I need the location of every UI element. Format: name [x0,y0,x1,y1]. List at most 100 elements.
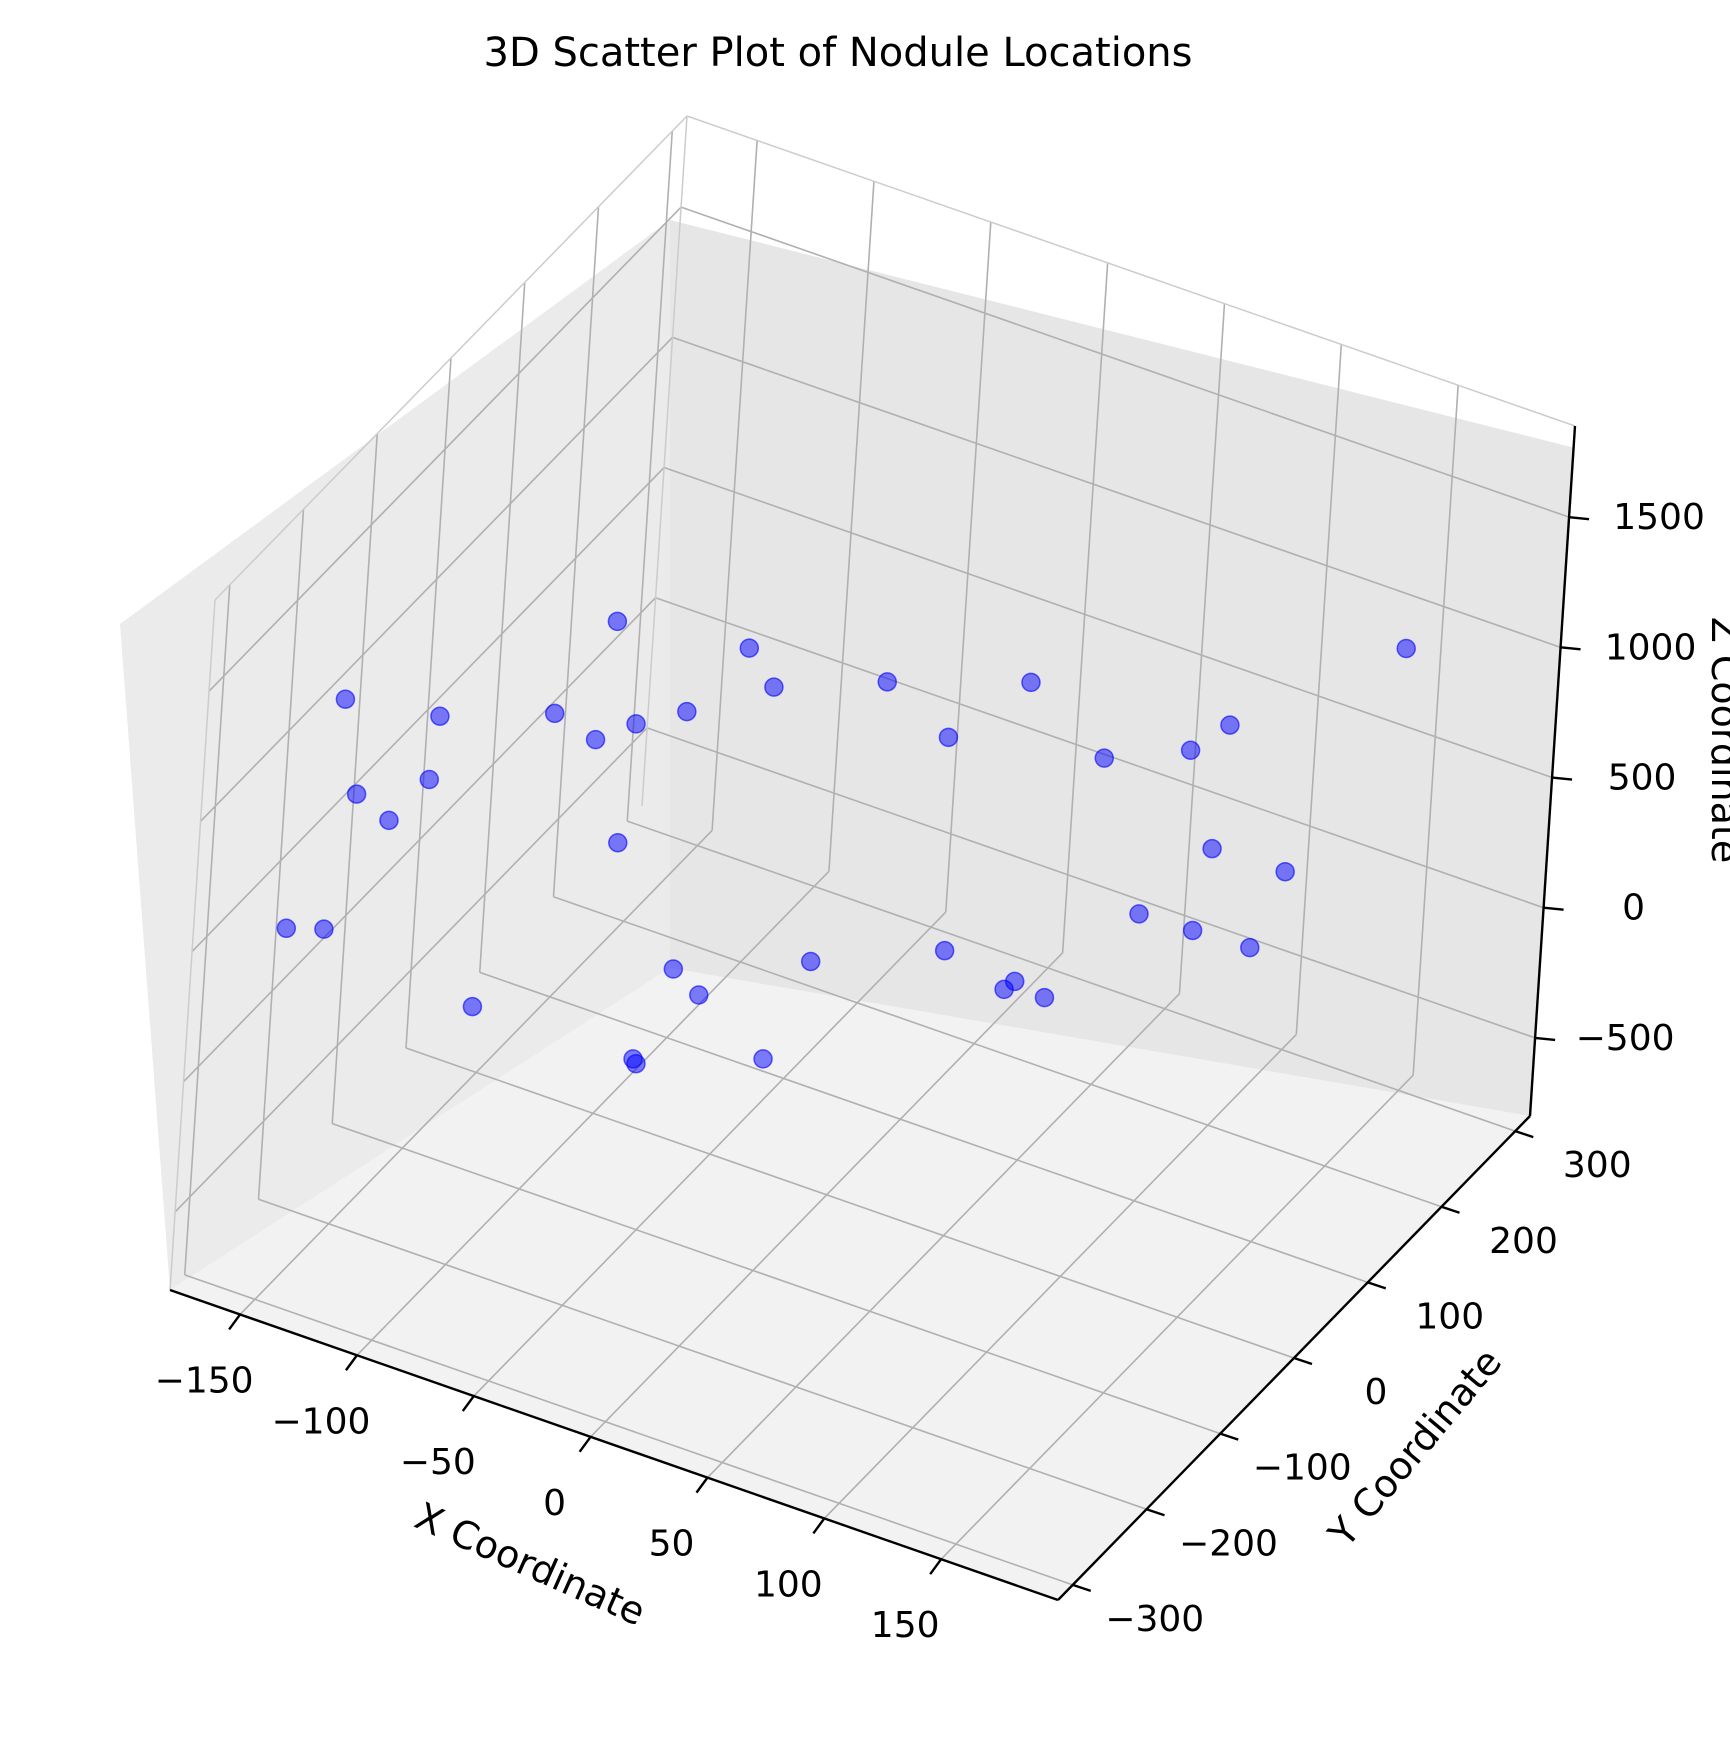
x-tick [929,1558,943,1575]
z-tick [1551,776,1573,781]
data-point [430,706,450,726]
y-tick-label: 100 [1415,1296,1484,1337]
z-grid-line [191,466,665,953]
y-grid-line [479,971,1369,1284]
x-tick-label: 0 [543,1483,566,1524]
data-point [753,1049,773,1069]
x-tick [344,1354,358,1371]
x-tick [812,1517,826,1535]
z-axis-label: Z Coordinate [1703,617,1730,863]
pane-edge [686,115,1576,427]
grid [169,115,1576,1586]
pane-floor [170,968,1530,1600]
data-point [689,985,709,1005]
y-tick-label: −300 [1105,1599,1204,1640]
x-tick-label: 50 [649,1524,695,1565]
x-tick-label: 150 [871,1605,940,1646]
data-point [608,833,628,853]
data-point [1396,638,1416,659]
z-grid-line [663,466,1553,779]
y-grid-line [553,895,1442,1208]
y-grid-line [183,584,231,1275]
y-tick-label: −100 [1253,1448,1352,1489]
data-point [544,703,565,724]
x-tick-label: −100 [272,1401,371,1442]
data-point [1182,920,1203,941]
data-point [607,611,628,632]
pane-edge [169,599,216,1291]
data-point [663,959,684,979]
data-point [626,714,646,734]
data-point [623,1049,643,1069]
x-tick-label: −50 [400,1442,476,1483]
z-grid-line [199,336,674,822]
y-tick-label: 0 [1365,1372,1388,1413]
z-tick [1568,515,1590,521]
y-grid-line [478,282,526,973]
y-grid-line [552,206,600,897]
y-grid-line [257,509,305,1200]
y-grid-line [405,357,452,1049]
z-tick-label: 500 [1608,758,1677,799]
data-point [1034,987,1055,1008]
z-grid-line [646,727,1536,1039]
y-tick-label: 300 [1563,1145,1632,1186]
y-grid-line [405,1047,1295,1359]
z-grid-line [680,206,1570,518]
z-tick-label: 1000 [1605,627,1697,668]
data-point [994,979,1014,1000]
x-tick [695,1476,709,1494]
pane-edge [214,115,688,601]
data-point [764,677,784,697]
data-point [677,701,697,722]
x-tick [228,1313,242,1331]
data-point [346,784,367,804]
data-point [1220,715,1240,735]
x-tick-label: 100 [754,1564,823,1605]
x-axis-label: X Coordinate [409,1494,652,1634]
z-grid-line [208,206,682,692]
z-axis-line [1528,425,1577,1117]
y-grid-line [331,433,379,1124]
y-tick [1514,1129,1534,1139]
data-point [1180,740,1201,761]
chart-title: 3D Scatter Plot of Nodule Locations [484,30,1193,76]
y-grid-line [258,1198,1147,1511]
data-point [877,672,897,692]
data-point [1275,861,1295,882]
data-point [1202,838,1222,859]
x-tick [461,1395,475,1412]
pane-left [120,220,670,1290]
y-grid-line [331,1122,1221,1435]
pane-edge [641,115,688,807]
x-grid-line [1412,385,1459,1076]
data-point [800,951,821,972]
data-point [462,996,483,1017]
y-tick [1072,1583,1092,1593]
z-grid-line [183,597,657,1083]
z-tick [1560,646,1581,651]
data-point [1240,937,1260,958]
x-grid-line [1295,344,1343,1035]
y-tick [1146,1508,1165,1517]
data-point [335,689,356,709]
data-points [276,611,1416,1074]
data-point [314,919,334,939]
data-point [934,940,955,961]
y-tick [1219,1432,1239,1441]
z-tick-label: −500 [1576,1018,1675,1059]
data-point [739,638,760,658]
axes [169,425,1590,1602]
y-tick [1441,1205,1460,1214]
y-grid-line [184,1274,1074,1586]
data-point [938,727,959,748]
data-point [276,918,297,939]
z-grid-line [174,727,648,1213]
data-point [419,769,440,790]
data-point [1129,904,1149,924]
z-tick-label: 1500 [1613,497,1705,538]
data-point [379,810,399,831]
y-tick [1367,1281,1387,1290]
y-grid-line [626,131,674,822]
